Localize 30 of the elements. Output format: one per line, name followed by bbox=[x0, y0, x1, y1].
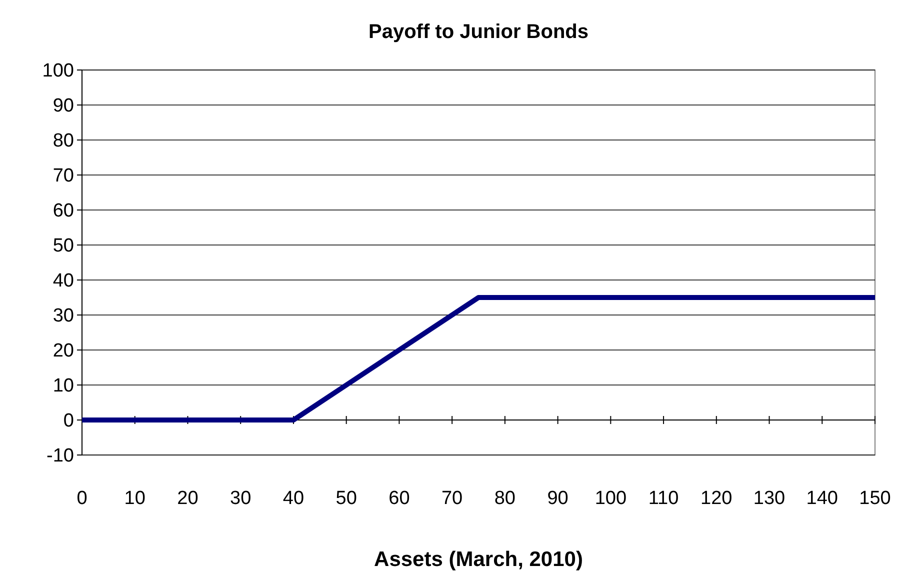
y-tick-label: -10 bbox=[46, 446, 74, 467]
y-tick-label: 30 bbox=[52, 306, 74, 327]
x-tick-label: 110 bbox=[648, 488, 679, 509]
y-tick-label: 80 bbox=[52, 130, 74, 152]
y-tick-label: 60 bbox=[52, 200, 74, 222]
x-tick-label: 150 bbox=[859, 488, 891, 509]
x-tick-label: 80 bbox=[494, 488, 516, 509]
x-tick-label: 100 bbox=[594, 488, 627, 509]
x-tick-label: 20 bbox=[177, 488, 198, 509]
x-tick-label: 0 bbox=[76, 488, 88, 509]
y-tick-label: 40 bbox=[52, 270, 74, 292]
x-tick-label: 70 bbox=[441, 488, 463, 509]
x-tick-label: 40 bbox=[282, 488, 304, 509]
x-tick-label: 10 bbox=[124, 488, 146, 509]
y-tick-label: 100 bbox=[42, 60, 74, 82]
chart-title: Payoff to Junior Bonds bbox=[368, 21, 588, 43]
y-tick-label: 70 bbox=[52, 166, 74, 187]
x-axis-title: Assets (March, 2010) bbox=[374, 548, 583, 571]
y-tick-label: 10 bbox=[52, 376, 74, 397]
x-tick-label: 120 bbox=[700, 488, 732, 509]
x-tick-label: 130 bbox=[753, 488, 786, 509]
y-tick-label: 90 bbox=[52, 96, 74, 117]
y-tick-label: 50 bbox=[52, 236, 74, 257]
x-tick-label: 140 bbox=[806, 488, 838, 509]
y-tick-label: 20 bbox=[52, 340, 74, 362]
x-tick-label: 90 bbox=[547, 488, 568, 509]
x-tick-label: 50 bbox=[336, 488, 357, 509]
x-tick-label: 30 bbox=[230, 488, 252, 509]
y-tick-label: 0 bbox=[63, 410, 74, 432]
x-tick-label: 60 bbox=[388, 488, 410, 509]
